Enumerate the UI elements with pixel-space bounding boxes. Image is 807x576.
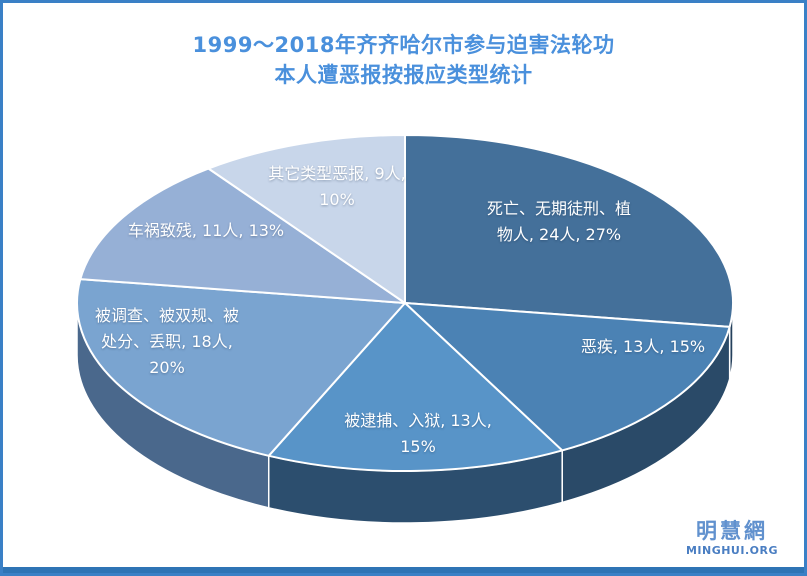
pie-slice bbox=[79, 167, 406, 304]
chart-title: 1999～2018年齐齐哈尔市参与迫害法轮功 本人遭恶报按报应类型统计 bbox=[3, 30, 804, 90]
minghui-logo-chinese: 明慧網 bbox=[695, 518, 768, 543]
pie-slice-label: 车祸致残, 11人, 13% bbox=[127, 221, 285, 240]
pie-chart-3d bbox=[76, 134, 734, 524]
chart-title-line1: 1999～2018年齐齐哈尔市参与迫害法轮功 bbox=[192, 33, 615, 57]
pie-slice-label: 被逮捕、入狱, 13人, 15% bbox=[344, 411, 492, 456]
pie-slice-label: 其它类型恶报, 9人, 10% bbox=[268, 164, 406, 209]
minghui-logo-english: MINGHUI.ORG bbox=[685, 543, 778, 557]
pie-slice-label: 被调查、被双规、被 处分、丢职, 18人, 20% bbox=[94, 306, 240, 377]
pie-slice-label: 死亡、无期徒刑、植 物人, 24人, 27% bbox=[486, 199, 632, 244]
pie-slice bbox=[267, 302, 564, 472]
pie-slice bbox=[404, 302, 731, 452]
pie-slice bbox=[76, 278, 406, 457]
minghui-logo: 明慧網 MINGHUI.ORG bbox=[685, 518, 778, 557]
pie-slice-label: 恶疾, 13人, 15% bbox=[580, 337, 706, 356]
chart-title-line2: 本人遭恶报按报应类型统计 bbox=[274, 63, 533, 87]
pie-slice bbox=[207, 134, 406, 304]
bottom-accent-bar bbox=[3, 567, 804, 573]
pie-slice bbox=[404, 134, 734, 328]
